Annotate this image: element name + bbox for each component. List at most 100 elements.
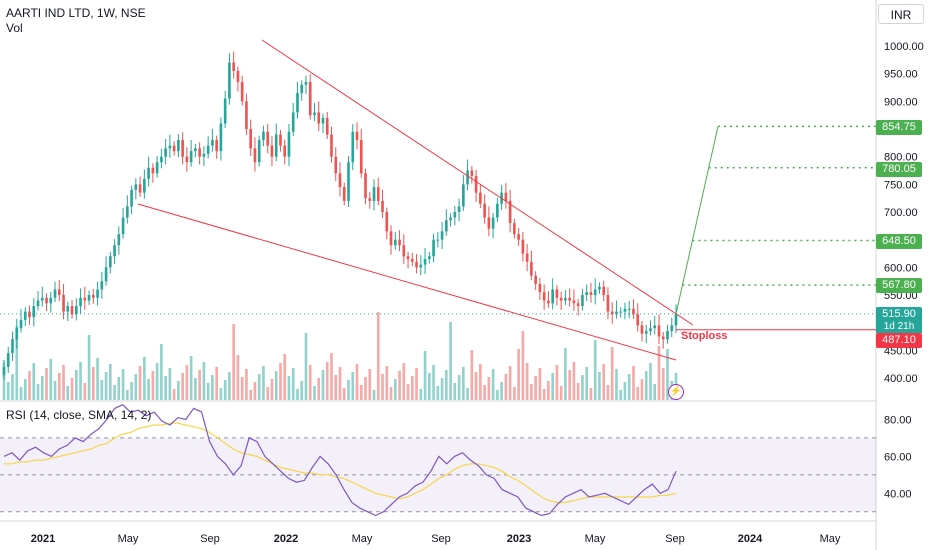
candle-body: [491, 217, 495, 229]
volume-bar: [308, 365, 312, 400]
volume-bar: [304, 333, 308, 400]
candle-body: [440, 231, 444, 240]
candle-body: [283, 145, 287, 157]
candle-body: [661, 336, 665, 340]
volume-bar: [636, 387, 640, 400]
volume-bar: [283, 354, 287, 400]
candle-body: [338, 173, 342, 188]
volume-bar: [427, 373, 431, 400]
candle-body: [32, 306, 36, 318]
volume-bar: [436, 386, 440, 400]
rsi-indicator-label[interactable]: RSI (14, close, SMA, 14, 2): [6, 408, 152, 422]
volume-bar: [147, 379, 150, 400]
volume-bar: [483, 385, 486, 400]
volume-bar: [2, 360, 6, 400]
price-tick-label: 800.00: [884, 152, 918, 164]
candle-body: [381, 200, 384, 212]
candle-body: [640, 325, 644, 334]
volume-bar: [270, 379, 274, 400]
volume-bar: [228, 372, 231, 400]
candle-body: [398, 239, 401, 246]
candle-body: [172, 145, 176, 152]
volume-bar: [313, 386, 316, 400]
volume-bar: [185, 365, 189, 400]
price-tick-label: 700.00: [884, 207, 918, 219]
candle-body: [109, 256, 112, 268]
candle-body: [240, 81, 244, 102]
volume-bar: [487, 377, 491, 400]
volume-bar: [559, 386, 563, 400]
volume-bar: [236, 355, 240, 400]
candle-body: [19, 319, 23, 329]
time-tick-label: 2022: [274, 533, 298, 545]
candle-body: [215, 140, 218, 152]
time-tick-label: May: [352, 533, 373, 545]
candle-body: [57, 289, 61, 295]
stoploss-annotation: Stoploss: [681, 330, 728, 342]
candle-body: [508, 200, 512, 224]
candle-body: [296, 93, 299, 113]
volume-bar: [253, 382, 257, 400]
time-tick-label: Sep: [665, 533, 685, 545]
candle-body: [40, 297, 44, 301]
volume-bar: [406, 384, 410, 400]
volume-bar: [232, 324, 235, 400]
candle-body: [164, 148, 167, 157]
candle-body: [334, 156, 338, 174]
candle-body: [74, 306, 78, 315]
volume-bar: [206, 383, 210, 400]
candle-body: [330, 134, 333, 157]
candle-body: [287, 131, 291, 157]
candle-body: [670, 325, 674, 331]
candle-body: [279, 134, 282, 146]
volume-bar: [240, 377, 244, 400]
candle-body: [406, 256, 410, 260]
candle-body: [253, 148, 257, 163]
candle-body: [232, 62, 235, 71]
candle-body: [138, 184, 142, 193]
currency-button[interactable]: INR: [878, 4, 924, 24]
volume-bar: [57, 373, 61, 400]
volume-bar: [432, 365, 435, 400]
volume-bar: [172, 389, 176, 400]
candle-body: [202, 153, 206, 157]
volume-bar: [164, 376, 167, 400]
volume-bar: [66, 386, 70, 400]
target-tag-4: 854.75: [876, 120, 922, 135]
candle-body: [559, 297, 563, 301]
rsi-sma-line: [4, 422, 677, 504]
volume-bar: [615, 369, 618, 400]
volume-bar: [62, 365, 65, 400]
candle-body: [372, 187, 376, 201]
volume-bar: [338, 367, 342, 400]
volume-bar: [49, 359, 53, 400]
candle-body: [355, 131, 359, 141]
candle-body: [410, 259, 414, 262]
candle-body: [517, 234, 520, 240]
candle-body: [49, 297, 53, 304]
candle-body: [194, 148, 197, 152]
volume-bar: [121, 369, 125, 400]
volume-bar: [470, 350, 474, 400]
candle-body: [674, 313, 678, 326]
volume-bar: [402, 363, 406, 400]
volume-bar: [189, 356, 193, 400]
volume-bar: [410, 376, 414, 400]
time-tick-label: Sep: [200, 533, 220, 545]
volume-bar: [181, 373, 184, 400]
chart-header: AARTI IND LTD, 1W, NSE Vol: [6, 6, 146, 36]
volume-bar: [504, 374, 508, 400]
volume-bar: [415, 368, 418, 400]
time-tick-label: Sep: [431, 533, 451, 545]
lightning-icon[interactable]: ⚡: [668, 384, 684, 400]
candle-body: [542, 292, 546, 301]
target-tag-3: 780.05: [876, 162, 922, 177]
candle-body: [91, 295, 95, 298]
candle-body: [415, 261, 418, 268]
volume-bar: [423, 351, 427, 400]
candle-body: [615, 311, 618, 315]
volume-bar: [351, 372, 355, 400]
volume-bar: [330, 353, 333, 400]
candle-body: [266, 131, 270, 146]
